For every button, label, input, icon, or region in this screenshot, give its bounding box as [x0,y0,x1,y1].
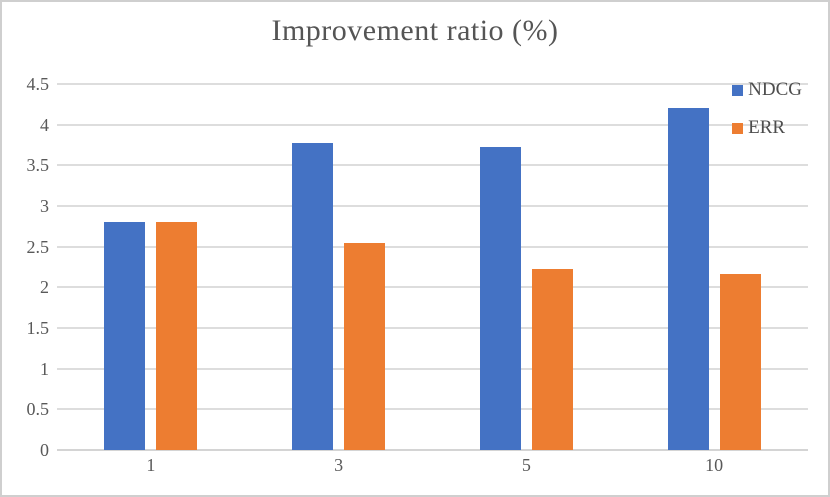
bar-ndcg-10 [668,108,709,450]
x-axis-line [57,449,808,451]
bar-ndcg-3 [292,143,333,450]
gridline [57,367,808,370]
y-tick-label: 3.5 [26,155,50,176]
bar-err-3 [344,243,385,450]
x-tick-label: 10 [705,455,724,475]
chart-title: Improvement ratio (%) [271,14,559,47]
gridline [57,205,808,207]
bar-err-1 [156,222,197,450]
legend-item-err: ERR [732,117,802,139]
legend-swatch-icon [732,84,744,96]
y-tick-label: 0.5 [26,399,50,420]
y-tick-label: 3 [40,196,49,216]
y-tick-label: 4.5 [26,74,50,94]
gridline [57,123,808,126]
bar-err-5 [532,269,573,450]
y-tick-label: 1 [40,358,49,379]
legend: NDCG ERR [732,79,802,155]
y-tick-label: 4 [40,114,49,135]
y-tick-label: 0 [40,440,49,460]
bar-ndcg-1 [104,222,145,450]
y-tick-label: 2 [40,277,49,298]
legend-swatch-icon [732,122,744,134]
x-tick-label: 5 [521,455,531,475]
gridline [57,164,808,167]
legend-item-ndcg: NDCG [732,79,802,101]
bar-ndcg-5 [480,147,521,450]
gridline [57,408,808,411]
gridline [57,83,808,85]
gridline [57,327,808,329]
gridline [57,286,808,289]
gridline [57,245,808,248]
y-tick-label: 2.5 [26,236,50,257]
legend-label: ERR [748,117,786,138]
legend-label: NDCG [748,79,802,100]
x-tick-label: 1 [146,455,156,475]
y-tick-label: 1.5 [26,318,50,338]
x-tick-label: 3 [334,455,344,475]
bar-err-10 [720,274,761,450]
